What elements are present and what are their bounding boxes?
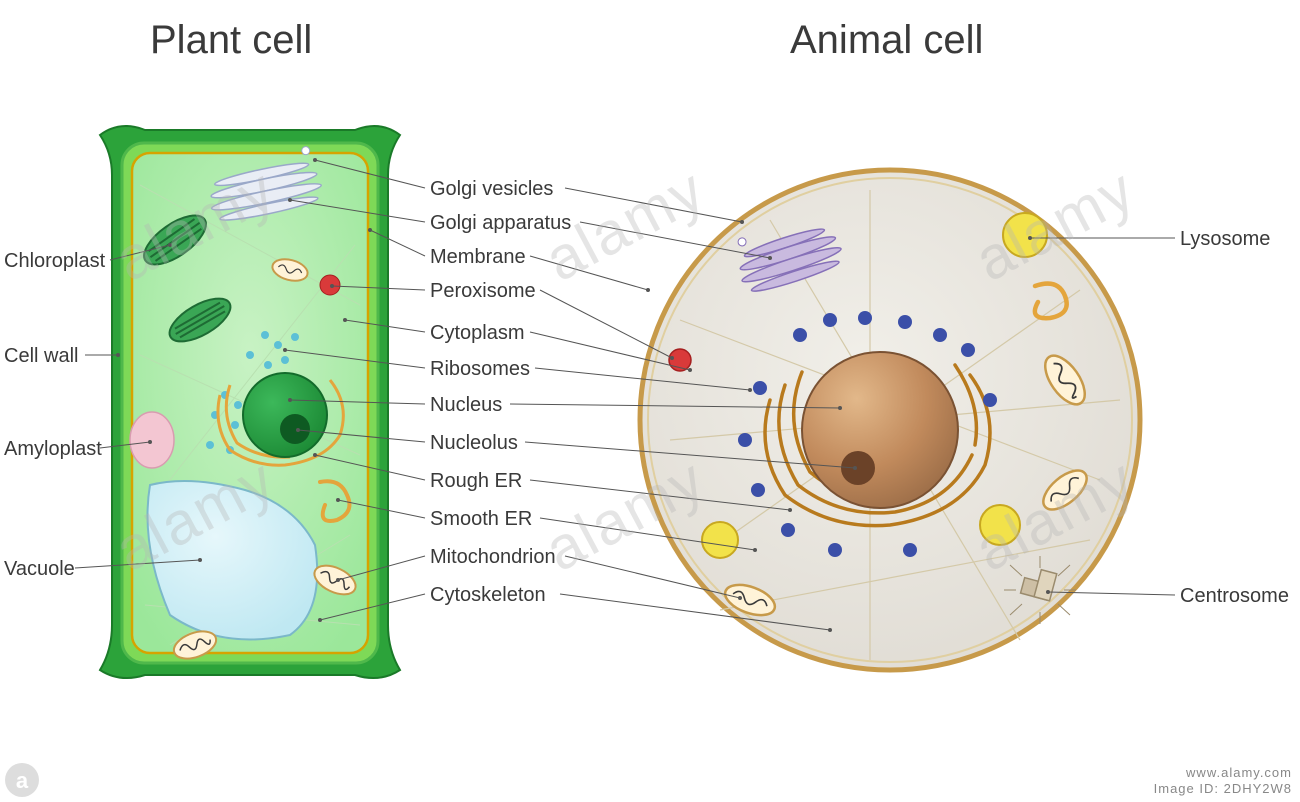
lbl-peroxisome: Peroxisome (430, 280, 536, 303)
animal-nucleolus (841, 451, 875, 485)
plant-amyloplast (130, 412, 174, 468)
svg-text:a: a (16, 768, 29, 793)
lbl-mitochondrion: Mitochondrion (430, 546, 556, 569)
lbl-cytoskeleton: Cytoskeleton (430, 584, 546, 607)
plant-cell-diagram (90, 105, 410, 705)
lbl-nucleus: Nucleus (430, 394, 502, 417)
lbl-centrosome: Centrosome (1180, 585, 1289, 608)
alamy-a-icon: a (4, 762, 40, 798)
lbl-membrane: Membrane (430, 246, 526, 269)
plant-peroxisome (320, 275, 340, 295)
animal-lysosome (1003, 213, 1047, 257)
lbl-lysosome: Lysosome (1180, 228, 1270, 251)
plant-title: Plant cell (150, 18, 312, 63)
lbl-ribosomes: Ribosomes (430, 358, 530, 381)
lbl-amyloplast: Amyloplast (4, 438, 102, 461)
lbl-golgi-apparatus: Golgi apparatus (430, 212, 571, 235)
lbl-rough-er: Rough ER (430, 470, 522, 493)
animal-nucleus (802, 352, 958, 508)
lbl-smooth-er: Smooth ER (430, 508, 532, 531)
watermark-code: Image ID: 2DHY2W8 (1154, 781, 1292, 796)
lbl-vacuole: Vacuole (4, 558, 75, 581)
lbl-golgi-vesicles: Golgi vesicles (430, 178, 553, 201)
lbl-chloroplast: Chloroplast (4, 250, 105, 273)
watermark-url: www.alamy.com (1186, 765, 1292, 780)
lbl-nucleolus: Nucleolus (430, 432, 518, 455)
animal-title: Animal cell (790, 18, 983, 63)
lbl-cell-wall: Cell wall (4, 345, 78, 368)
animal-cell-diagram (620, 150, 1160, 690)
animal-peroxisome (669, 349, 691, 371)
lbl-cytoplasm: Cytoplasm (430, 322, 524, 345)
